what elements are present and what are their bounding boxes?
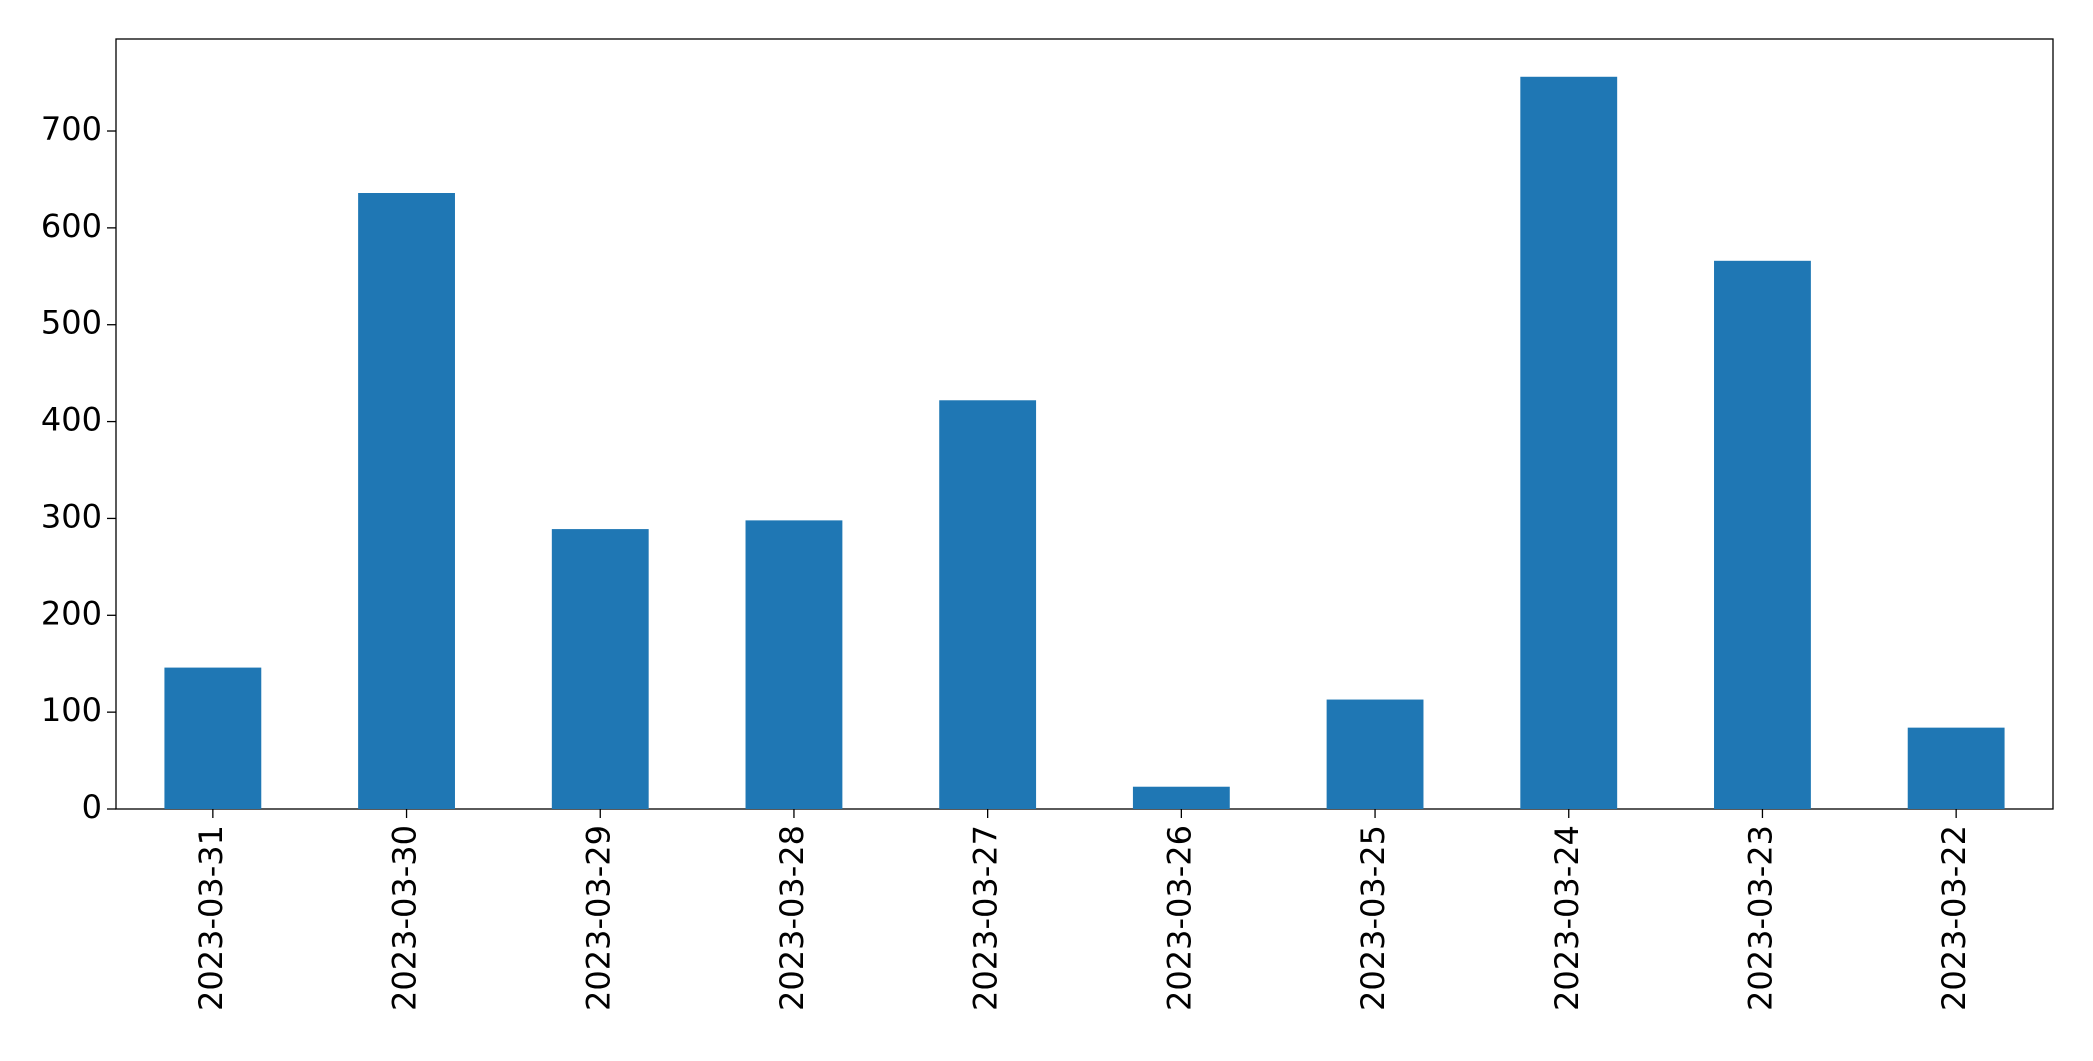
y-tick-label: 400 xyxy=(41,401,102,439)
bar xyxy=(551,529,649,809)
x-tick-label: 2023-03-27 xyxy=(967,825,1005,1011)
bar xyxy=(1907,727,2005,809)
bar xyxy=(1520,76,1618,810)
bar xyxy=(164,667,262,809)
y-tick-label: 100 xyxy=(41,691,102,729)
y-tick-label: 300 xyxy=(41,497,102,535)
x-tick-label: 2023-03-22 xyxy=(1935,825,1973,1011)
bar xyxy=(745,520,843,809)
bar xyxy=(1132,786,1230,809)
y-tick-label: 700 xyxy=(41,110,102,148)
bar xyxy=(1714,260,1811,810)
x-tick-label: 2023-03-29 xyxy=(579,825,617,1011)
y-tick-label: 200 xyxy=(41,594,102,632)
x-tick-label: 2023-03-23 xyxy=(1741,825,1779,1011)
x-tick-label: 2023-03-25 xyxy=(1354,825,1392,1011)
bar xyxy=(1326,699,1424,809)
x-tick-label: 2023-03-26 xyxy=(1160,825,1198,1011)
x-tick-label: 2023-03-30 xyxy=(386,825,424,1011)
bar xyxy=(358,193,455,809)
y-tick-label: 0 xyxy=(82,788,102,826)
x-tick-label: 2023-03-24 xyxy=(1548,825,1586,1011)
y-tick-label: 500 xyxy=(41,304,102,342)
plot-frame xyxy=(115,38,2054,810)
bar xyxy=(939,400,1037,809)
x-tick-label: 2023-03-28 xyxy=(773,825,811,1011)
y-tick-label: 600 xyxy=(41,207,102,245)
x-tick-label: 2023-03-31 xyxy=(192,825,230,1011)
